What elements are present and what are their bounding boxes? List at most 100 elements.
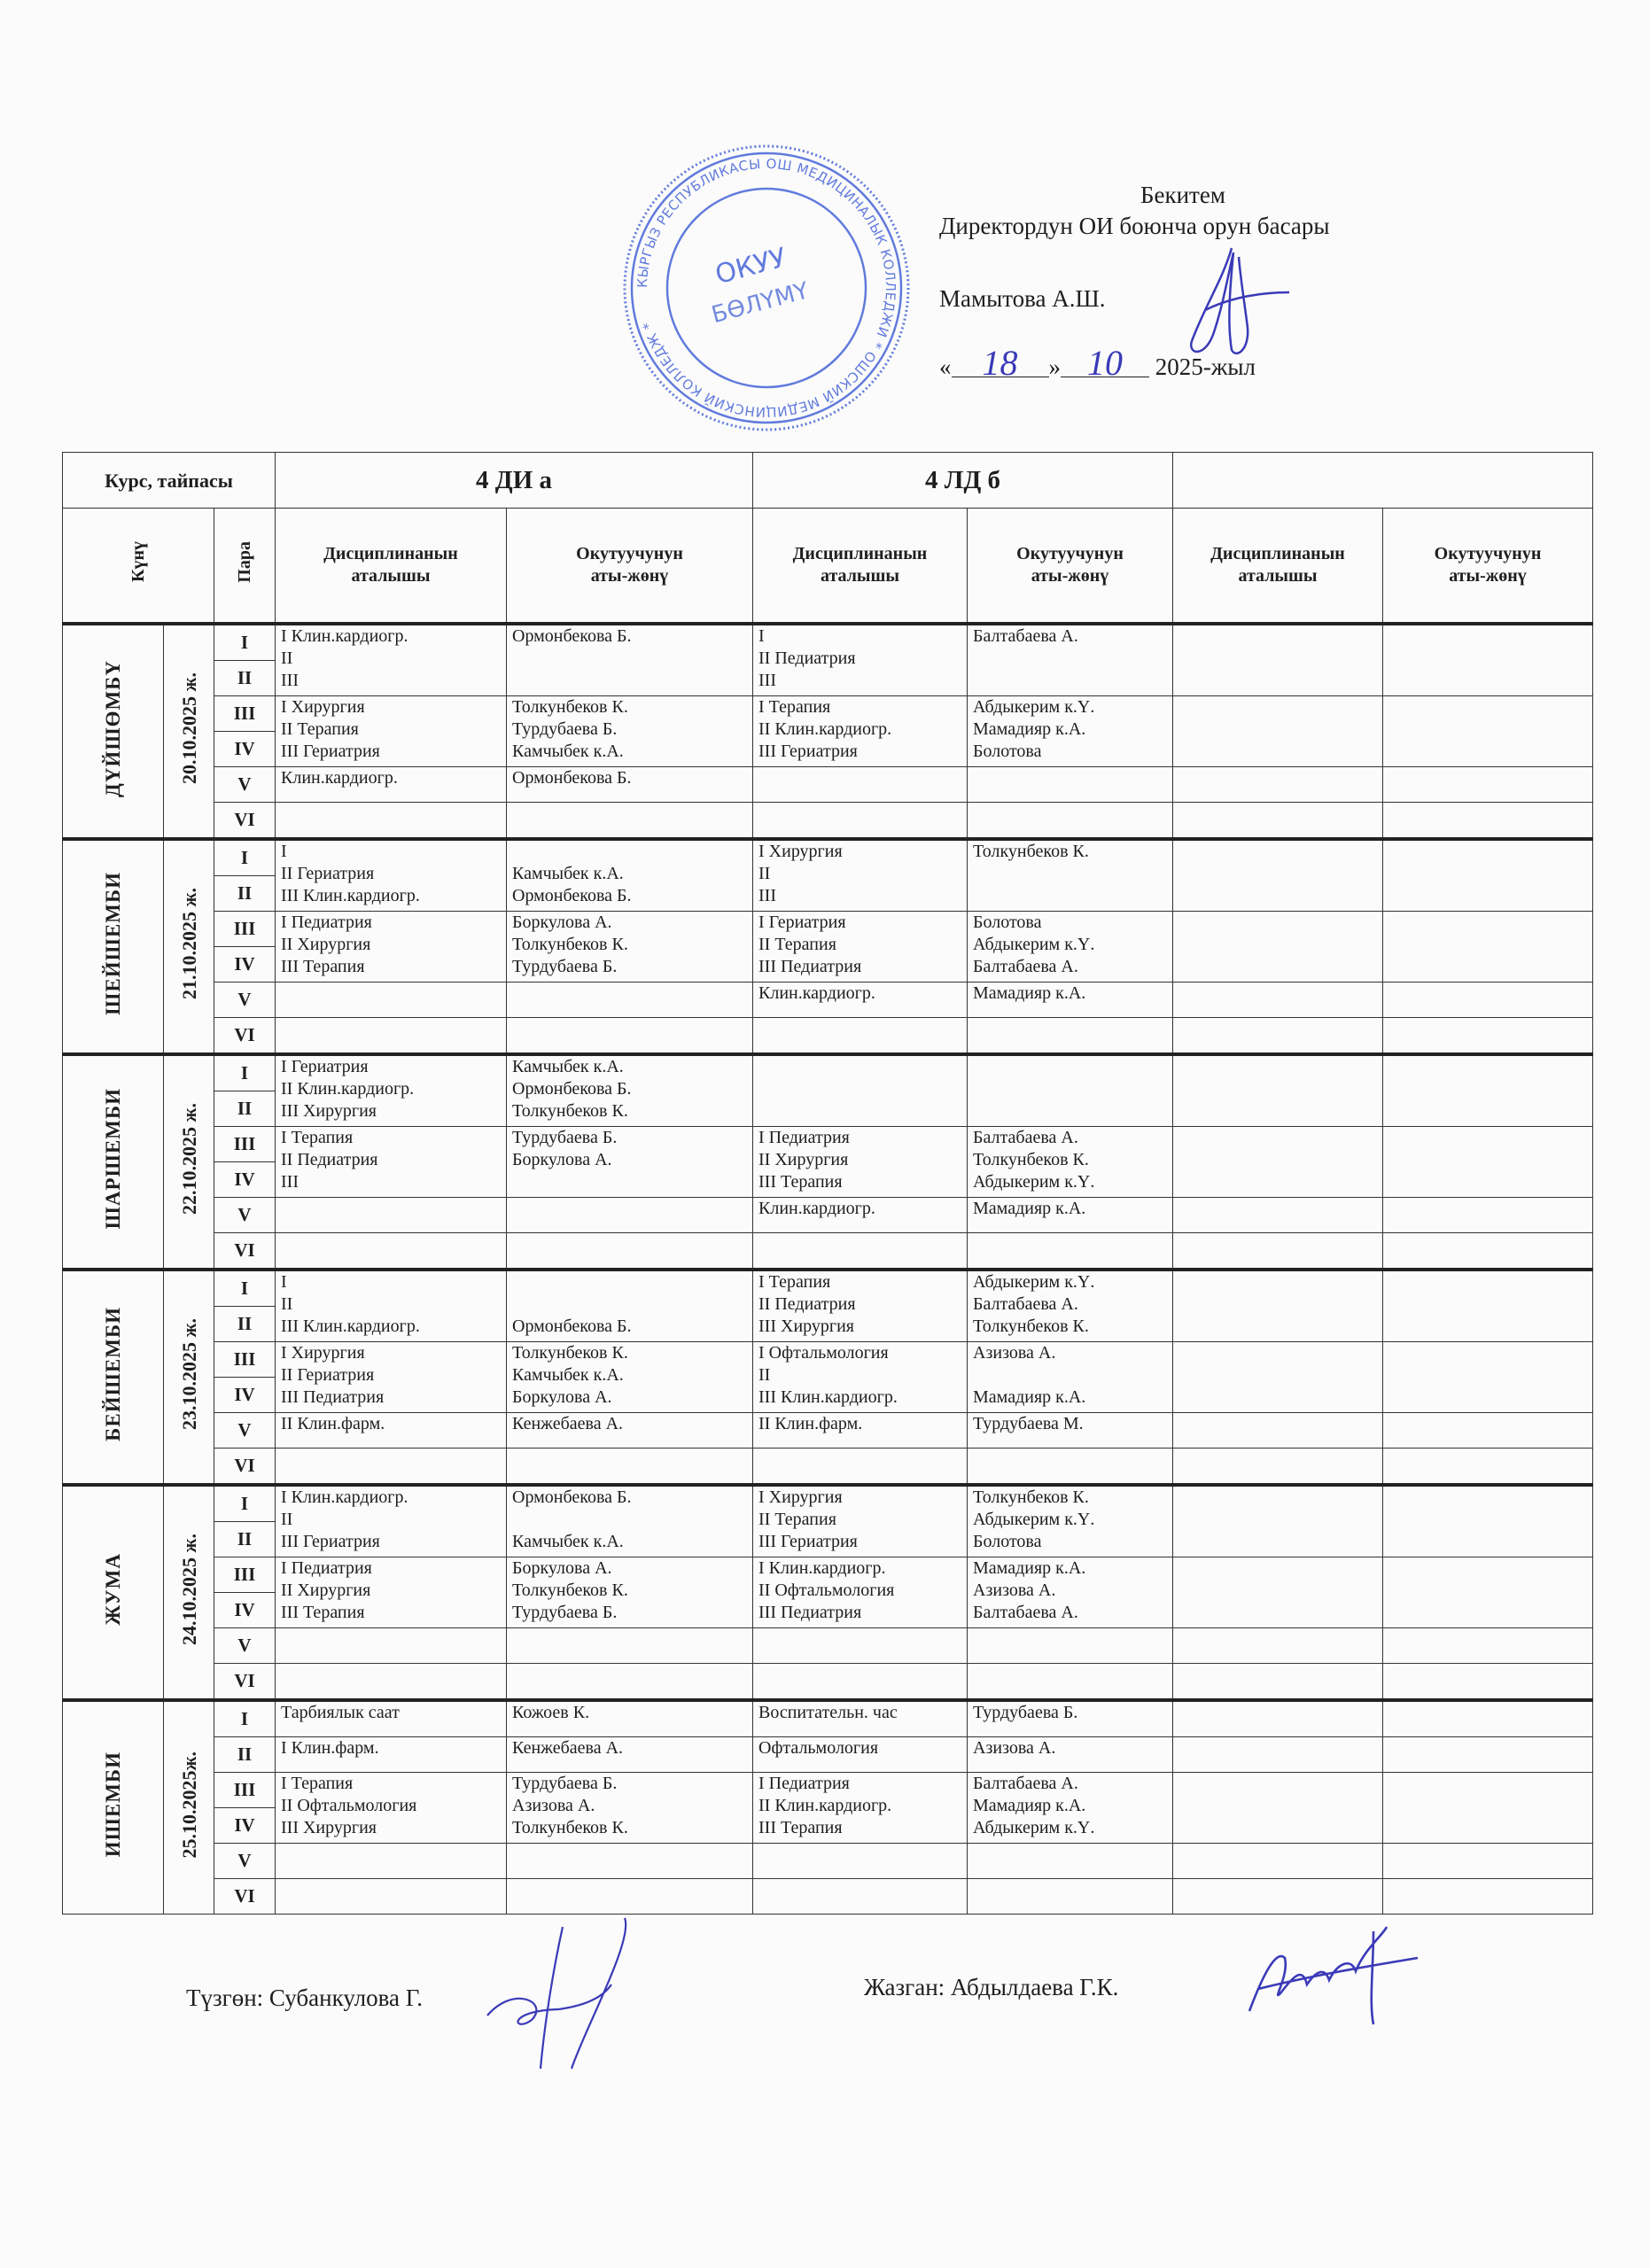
pair-number: IV xyxy=(214,946,276,983)
teacher-cell xyxy=(967,1878,1174,1915)
schedule-row: V xyxy=(63,1843,1594,1879)
teacher-cell xyxy=(505,1843,754,1879)
discipline-cell: I Терапия II Педиатрия III xyxy=(275,1126,507,1198)
teacher-cell xyxy=(967,1448,1174,1486)
teacher-cell: Мамадияр к.А. xyxy=(967,1197,1174,1233)
day-cell: БЕЙШЕМБИ xyxy=(62,1268,164,1486)
date-cell: 25.10.2025ж. xyxy=(163,1698,214,1915)
day-cell: ДҮЙШӨМБҮ xyxy=(62,622,164,840)
teacher-cell xyxy=(505,1017,754,1055)
approval-date: «18» 10 2025-жыл xyxy=(939,343,1256,383)
pair-number: III xyxy=(214,1126,276,1162)
teacher-cell xyxy=(1382,982,1594,1018)
pair-number: II xyxy=(214,875,276,912)
teacher-cell: Камчыбек к.А. Ормонбекова Б. Толкунбеков… xyxy=(505,1052,754,1127)
discipline-cell: I Педиатрия II Хирургия III Терапия xyxy=(275,1557,507,1628)
teacher-cell xyxy=(1382,1126,1594,1198)
teacher-cell xyxy=(1382,1448,1594,1486)
approval-title: Бекитем xyxy=(1140,182,1225,208)
schedule-row: IV xyxy=(63,1807,1593,1844)
discipline-cell xyxy=(275,1663,507,1701)
approval-name: Мамытова А.Ш. xyxy=(939,285,1106,312)
teacher-header-1: Окутуучунун аты-жөнү xyxy=(505,508,754,625)
teacher-cell: Толкунбеков К. Турдубаева Б. Камчыбек к.… xyxy=(505,695,754,767)
day-date: 25.10.2025ж. xyxy=(177,1751,200,1859)
approval-day: 18 xyxy=(951,346,1049,381)
pair-number: IV xyxy=(214,1592,276,1628)
discipline-cell: I Гериатрия II Терапия III Педиатрия xyxy=(752,911,968,983)
teacher-cell: Мамадияр к.А. xyxy=(967,982,1174,1018)
discipline-cell xyxy=(1172,695,1384,767)
pair-number: IV xyxy=(214,1377,276,1413)
discipline-cell: I II Педиатрия III xyxy=(752,622,968,696)
director-signature xyxy=(1189,247,1290,355)
approval-position: Директордун ОИ боюнча орун басары xyxy=(939,213,1330,239)
teacher-cell xyxy=(1382,766,1594,803)
teacher-cell: Мамадияр к.А. Азизова А. Балтабаева А. xyxy=(967,1557,1174,1628)
teacher-cell xyxy=(967,1843,1174,1879)
teacher-cell xyxy=(1382,1736,1594,1773)
teacher-cell xyxy=(1382,1017,1594,1055)
schedule-row: ДҮЙШӨМБҮ 20.10.2025 ж. I I Клин.кардиогр. I… xyxy=(62,622,1594,840)
teacher-cell xyxy=(1382,1627,1594,1664)
discipline-cell: I Терапия II Педиатрия III Хирургия xyxy=(752,1268,968,1342)
day-cell: ШАРШЕМБИ xyxy=(62,1052,164,1270)
discipline-cell: I Хирургия II III xyxy=(752,837,968,912)
discipline-cell xyxy=(1172,1268,1384,1342)
discipline-cell: Воспитательн. час xyxy=(752,1698,968,1737)
teacher-cell xyxy=(1382,1052,1594,1127)
discipline-cell xyxy=(1172,1197,1384,1233)
pair-number: I xyxy=(214,622,276,661)
schedule-row: IV xyxy=(63,1592,1593,1628)
day-name: БЕЙШЕМБИ xyxy=(102,1307,124,1441)
pair-number: I xyxy=(214,1698,276,1737)
teacher-cell xyxy=(505,1232,754,1270)
pair-column-header: Пара xyxy=(234,541,254,583)
pair-number: VI xyxy=(214,1663,276,1701)
day-cell: ЖУМА xyxy=(62,1483,164,1701)
teacher-cell: Толкунбеков К. Абдыкерим к.Ү. Болотова xyxy=(967,1483,1174,1557)
teacher-cell xyxy=(505,1627,754,1664)
teacher-cell xyxy=(1382,1772,1594,1844)
pair-number: II xyxy=(214,1736,276,1773)
pair-number: VI xyxy=(214,1017,276,1055)
teacher-cell xyxy=(1382,1197,1594,1233)
teacher-cell: Боркулова А. Толкунбеков К. Турдубаева Б… xyxy=(505,911,754,983)
teacher-cell: Ормонбекова Б. xyxy=(505,766,754,803)
discipline-cell xyxy=(1172,1341,1384,1413)
teacher-cell: Балтабаева А. Мамадияр к.А. Абдыкерим к.… xyxy=(967,1772,1174,1844)
date-cell: 24.10.2025 ж. xyxy=(163,1483,214,1701)
teacher-cell xyxy=(1382,837,1594,912)
discipline-cell: I Гериатрия II Клин.кардиогр. III Хирург… xyxy=(275,1052,507,1127)
schedule-row: ИШЕМБИ 25.10.2025ж. I Тарбиялык саат Кожоев … xyxy=(62,1698,1594,1915)
schedule-table: Курс, тайпасы 4 ДИ а 4 ЛД б Күнү Пара Ди… xyxy=(62,452,1594,1915)
teacher-cell xyxy=(1382,695,1594,767)
teacher-cell xyxy=(1382,1483,1594,1557)
day-date: 21.10.2025 ж. xyxy=(177,888,200,999)
schedule-row: VI xyxy=(63,1448,1594,1486)
discipline-cell xyxy=(752,802,968,840)
teacher-cell: Балтабаева А. Толкунбеков К. Абдыкерим к… xyxy=(967,1126,1174,1198)
discipline-cell: I Клин.кардиогр. II Офтальмология III Пе… xyxy=(752,1557,968,1628)
teacher-cell: Балтабаева А. xyxy=(967,622,1174,696)
schedule-row: VI xyxy=(63,1878,1594,1915)
discipline-cell: Клин.кардиогр. xyxy=(752,1197,968,1233)
schedule-row: V Клин.кардиогр. Мамадияр к.А. xyxy=(63,982,1594,1018)
discipline-cell xyxy=(275,1878,507,1915)
group-header-2: 4 ЛД б xyxy=(752,452,1174,509)
discipline-cell xyxy=(752,1627,968,1664)
schedule-row: V Клин.кардиогр. Ормонбекова Б. xyxy=(63,766,1594,803)
pair-number: VI xyxy=(214,1448,276,1486)
teacher-cell: Кенжебаева А. xyxy=(505,1412,754,1449)
pair-number: V xyxy=(214,766,276,803)
pair-number: V xyxy=(214,1627,276,1664)
day-date: 22.10.2025 ж. xyxy=(177,1103,200,1215)
teacher-cell: Турдубаева Б. xyxy=(967,1698,1174,1737)
compiler-signature xyxy=(486,1917,627,2070)
discipline-cell: II Клин.фарм. xyxy=(752,1412,968,1449)
discipline-cell xyxy=(752,1017,968,1055)
teacher-cell: Ормонбекова Б. Камчыбек к.А. xyxy=(505,1483,754,1557)
pair-number: III xyxy=(214,1557,276,1593)
discipline-cell xyxy=(275,1232,507,1270)
discipline-cell xyxy=(1172,766,1384,803)
